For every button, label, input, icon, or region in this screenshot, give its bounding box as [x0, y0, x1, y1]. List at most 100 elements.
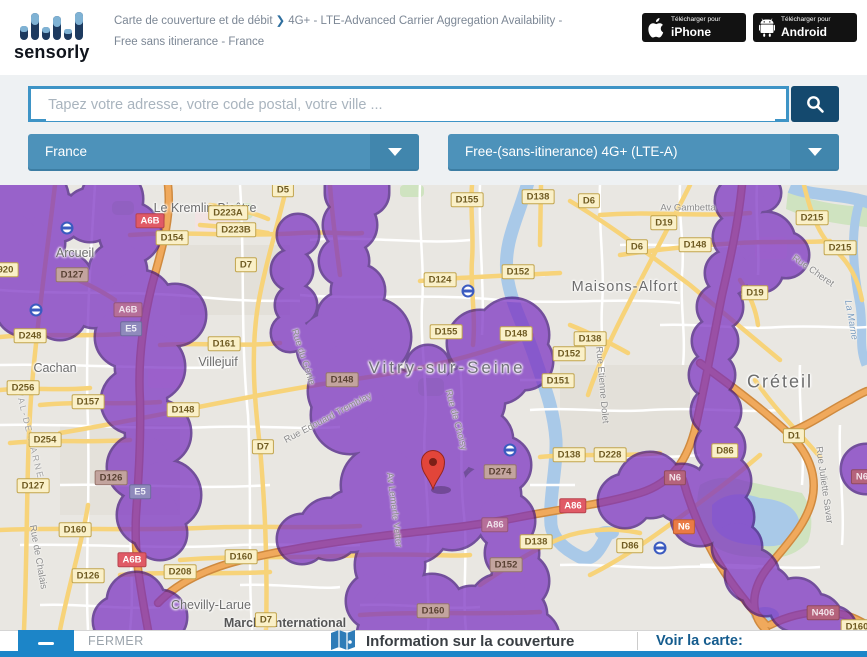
road-shield: D160 [416, 603, 450, 619]
metro-station-icon[interactable] [503, 443, 517, 457]
road-shield: D138 [521, 189, 555, 205]
download-iphone-button[interactable]: Télécharger pour iPhone [642, 13, 746, 42]
city-label: Maisons-Alfort [571, 279, 679, 295]
country-dropdown-value: France [45, 144, 88, 159]
road-shield: A6B [113, 302, 143, 318]
road-shield: D127 [16, 478, 50, 494]
road-shield: D152 [501, 264, 535, 280]
road-shield: D152 [552, 346, 586, 362]
breadcrumb-page: 4G+ - LTE-Advanced Carrier Aggregation A… [114, 15, 563, 48]
road-shield: D208 [163, 564, 197, 580]
apple-icon [648, 17, 664, 38]
sensorly-logo[interactable]: sensorly [14, 6, 110, 64]
city-label: Arcueil [55, 246, 95, 260]
metro-station-icon[interactable] [29, 303, 43, 317]
close-panel-button[interactable] [18, 630, 74, 657]
road-shield: D274 [483, 464, 517, 480]
road-shield: A6B [117, 552, 147, 568]
bottom-info-bar [0, 630, 867, 652]
breadcrumb-separator-icon: ❯ [275, 15, 286, 27]
road-shield: D126 [94, 470, 128, 486]
road-shield: D215 [795, 210, 829, 226]
road-shield: D155 [429, 324, 463, 340]
road-shield: D160 [58, 522, 92, 538]
map-marker[interactable] [420, 450, 452, 495]
breadcrumb: Carte de couverture et de débit ❯ 4G+ - LT… [114, 11, 574, 53]
road-shield: N6 [850, 469, 867, 485]
network-dropdown[interactable]: Free-(sans-itinerance) 4G+ (LTE-A) [448, 134, 839, 169]
road-shield: E5 [129, 484, 151, 500]
road-shield: D19 [650, 215, 678, 231]
search-box [28, 86, 789, 122]
city-label: Créteil [746, 371, 814, 392]
road-shield: D138 [552, 447, 586, 463]
search-button[interactable] [791, 86, 839, 122]
map-labels-layer: Le Kremlin-Bicêtre Arcueil Villejuif Cachan… [0, 185, 867, 630]
road-shield: D86 [711, 443, 739, 459]
road-shield: D148 [678, 237, 712, 253]
road-shield: D161 [207, 336, 241, 352]
search-icon [807, 96, 824, 113]
road-shield: N6 [672, 519, 696, 535]
see-map-link[interactable]: Voir la carte: [656, 633, 743, 649]
city-label: Cachan [33, 361, 77, 375]
road-shield: N6 [663, 470, 687, 486]
street-label: Rue Cheret [789, 252, 837, 290]
logo-text: sensorly [14, 42, 90, 62]
store-btn-small-label: Télécharger pour [671, 16, 721, 24]
road-shield: D148 [166, 402, 200, 418]
bar-divider [637, 632, 638, 650]
metro-station-icon[interactable] [60, 221, 74, 235]
street-label: Rue de Chalais [26, 524, 50, 590]
street-label: Rue Juliette Savar [813, 445, 835, 525]
road-shield: D138 [519, 534, 553, 550]
minus-icon [38, 642, 54, 645]
street-label: Rue du Génie [288, 327, 318, 387]
road-shield: D138 [573, 331, 607, 347]
chevron-down-icon [370, 134, 419, 169]
search-input[interactable] [46, 89, 775, 121]
close-panel-label[interactable]: FERMER [88, 634, 144, 648]
street-label: La Marne [842, 299, 860, 341]
road-shield: D5 [271, 185, 295, 198]
chevron-down-icon [790, 134, 839, 169]
sensorly-logo-icon [14, 6, 110, 40]
road-shield: D154 [155, 230, 189, 246]
road-shield: E5 [120, 321, 142, 337]
country-dropdown[interactable]: France [28, 134, 419, 169]
road-shield: A6B [135, 213, 165, 229]
road-shield: D1 [782, 428, 806, 444]
road-shield: D124 [423, 272, 457, 288]
street-label: Marché international [223, 616, 347, 630]
road-shield: D157 [71, 394, 105, 410]
road-shield: A86 [559, 498, 587, 514]
road-shield: D160 [224, 549, 258, 565]
store-btn-big-label: Android [781, 24, 827, 39]
download-android-button[interactable]: Télécharger pour Android [753, 13, 857, 42]
street-label: Rue Etienne Dolet [593, 346, 611, 424]
breadcrumb-section[interactable]: Carte de couverture et de débit [114, 15, 273, 27]
city-label: Chevilly-Larue [171, 598, 251, 612]
road-shield: D148 [325, 372, 359, 388]
city-label: Vitry-sur-Seine [368, 358, 526, 377]
road-shield: D248 [13, 328, 47, 344]
road-shield: D254 [28, 432, 62, 448]
metro-station-icon[interactable] [461, 284, 475, 298]
bottom-accent-strip [0, 651, 867, 657]
road-shield: D155 [450, 192, 484, 208]
street-label: Rue Edouard Tremblay [282, 390, 374, 446]
road-shield: D19 [741, 285, 769, 301]
coverage-map[interactable]: Le Kremlin-Bicêtre Arcueil Villejuif Cachan… [0, 185, 867, 630]
metro-station-icon[interactable] [653, 541, 667, 555]
store-btn-big-label: iPhone [671, 24, 712, 39]
search-section: France Free-(sans-itinerance) 4G+ (LTE-A… [0, 75, 867, 185]
city-label: Villejuif [198, 355, 238, 369]
network-dropdown-value: Free-(sans-itinerance) 4G+ (LTE-A) [465, 144, 678, 159]
road-shield: N406 [806, 605, 840, 621]
street-label: Av Lemerle Vetter [383, 471, 405, 549]
road-shield: D7 [234, 257, 258, 273]
street-label: Rue de Choisy [442, 388, 470, 452]
road-shield: D6 [577, 193, 601, 209]
road-shield: D127 [55, 267, 89, 283]
road-shield: D7 [254, 612, 278, 628]
